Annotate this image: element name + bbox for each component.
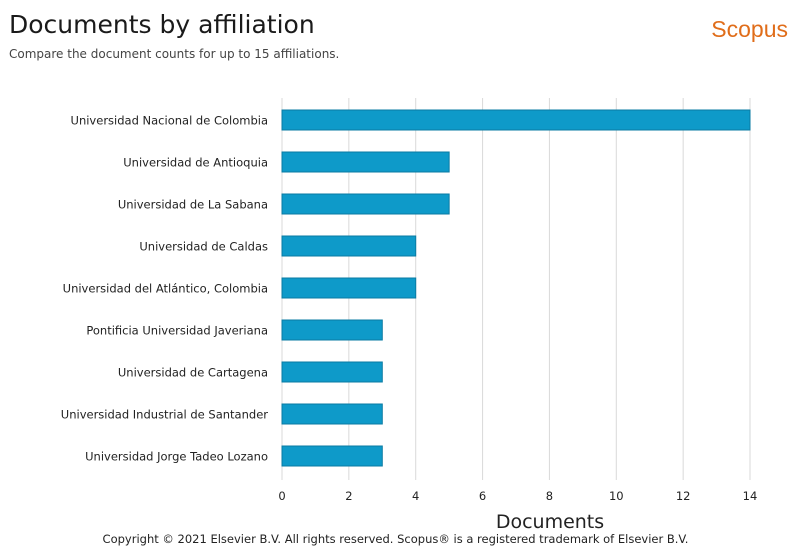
bar[interactable] — [281, 403, 383, 425]
category-label: Universidad Jorge Tadeo Lozano — [85, 450, 268, 464]
x-tick-label: 6 — [479, 489, 486, 503]
x-tick-label: 0 — [278, 489, 285, 503]
category-label: Universidad de Antioquia — [123, 156, 268, 170]
scopus-logo[interactable]: Scopus — [711, 16, 788, 42]
x-axis-label: Documents — [496, 511, 604, 533]
chart-title: Documents by affiliation — [9, 10, 315, 39]
bar[interactable] — [281, 445, 383, 467]
category-label: Universidad de Cartagena — [118, 366, 268, 380]
category-label: Universidad Nacional de Colombia — [71, 114, 268, 128]
category-label: Universidad Industrial de Santander — [61, 408, 268, 422]
copyright-footer: Copyright © 2021 Elsevier B.V. All right… — [102, 532, 689, 546]
bar[interactable] — [281, 109, 751, 131]
x-tick-label: 12 — [676, 489, 691, 503]
x-tick-label: 10 — [609, 489, 624, 503]
chart-subtitle: Compare the document counts for up to 15… — [9, 47, 340, 61]
bar[interactable] — [281, 235, 417, 257]
bar[interactable] — [281, 319, 383, 341]
category-label: Universidad de La Sabana — [118, 198, 268, 212]
bar[interactable] — [281, 151, 450, 173]
category-labels: Universidad Nacional de Colombia Universi… — [61, 114, 268, 464]
x-tick-label: 2 — [345, 489, 352, 503]
category-label: Universidad del Atlántico, Colombia — [63, 282, 268, 296]
bars — [281, 109, 751, 467]
bar[interactable] — [281, 361, 383, 383]
x-tick-labels: 0 2 4 6 8 10 12 14 — [278, 489, 757, 503]
category-label: Pontificia Universidad Javeriana — [86, 324, 268, 338]
x-tick-label: 4 — [412, 489, 419, 503]
x-tick-label: 8 — [546, 489, 553, 503]
bar[interactable] — [281, 193, 450, 215]
bar[interactable] — [281, 277, 417, 299]
category-label: Universidad de Caldas — [139, 240, 268, 254]
x-tick-label: 14 — [743, 489, 758, 503]
